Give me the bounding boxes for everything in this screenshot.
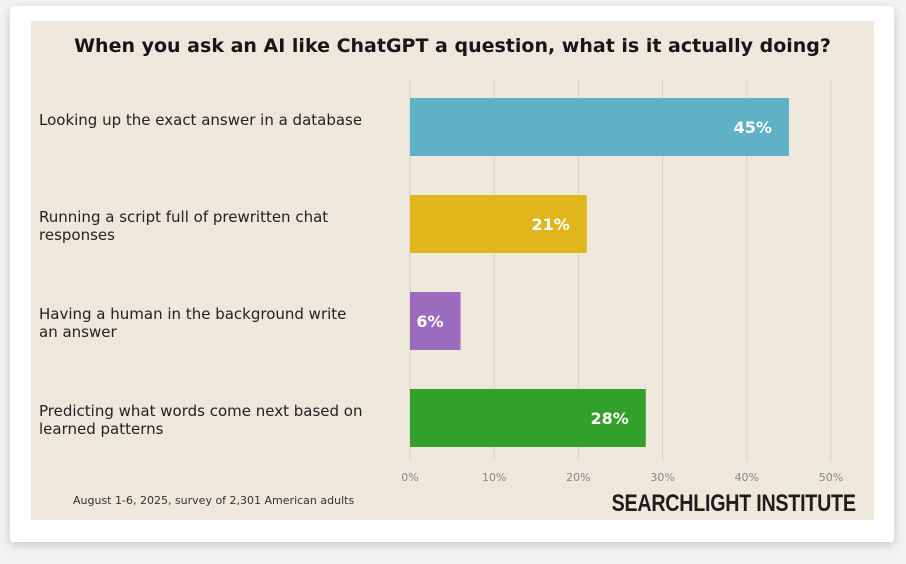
- x-tick-label: 50%: [819, 471, 843, 484]
- x-tick-label: 30%: [650, 471, 674, 484]
- data-label: 21%: [532, 215, 570, 234]
- data-label: 6%: [416, 312, 443, 331]
- data-label: 28%: [590, 409, 628, 428]
- chart-title: When you ask an AI like ChatGPT a questi…: [74, 35, 831, 57]
- category-label: Having a human in the background write a…: [39, 305, 347, 341]
- category-label: Predicting what words come next based on…: [39, 402, 363, 438]
- bar: [410, 98, 789, 156]
- bar: [410, 292, 461, 350]
- category-label: Looking up the exact answer in a databas…: [39, 111, 363, 129]
- category-label: Running a script full of prewritten chat…: [39, 208, 329, 244]
- brand-logo: SEARCHLIGHT INSTITUTE: [611, 490, 856, 517]
- x-tick-label: 40%: [735, 471, 759, 484]
- bar: [410, 195, 587, 253]
- x-tick-label: 10%: [482, 471, 506, 484]
- chart-panel: When you ask an AI like ChatGPT a questi…: [31, 21, 874, 520]
- bar-plot: 0% 10% 20% 30% 40% 50% 45% 21% 6% 28%: [401, 79, 843, 484]
- x-tick-label: 0%: [401, 471, 418, 484]
- footnote: August 1-6, 2025, survey of 2,301 Americ…: [73, 494, 355, 507]
- x-tick-label: 20%: [566, 471, 590, 484]
- bar: [410, 389, 646, 447]
- data-label: 45%: [734, 118, 772, 137]
